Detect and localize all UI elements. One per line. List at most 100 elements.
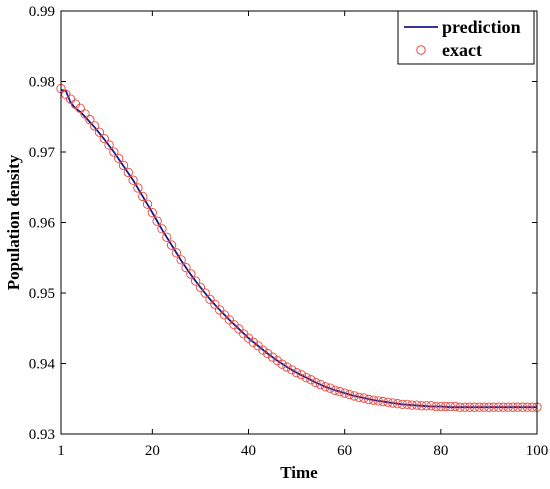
y-tick-label: 0.96 (29, 216, 56, 232)
x-axis-label: Time (280, 463, 318, 482)
exact-data-point (80, 109, 90, 119)
exact-data-point (431, 401, 441, 412)
exact-data-point (330, 385, 340, 395)
y-tick-label: 0.94 (29, 357, 56, 373)
exact-data-point (479, 402, 489, 412)
exact-data-point (436, 401, 446, 412)
exact-data-point (344, 389, 355, 400)
exact-data-point (287, 365, 297, 375)
exact-data-point (215, 305, 225, 315)
exact-data-point (450, 401, 460, 412)
exact-data-point (200, 288, 210, 298)
exact-data-point (527, 402, 537, 412)
x-tick-label: 1 (57, 443, 65, 459)
exact-data-point (320, 382, 331, 392)
legend-prediction-label: prediction (442, 17, 521, 37)
exact-data-point (335, 387, 345, 397)
legend-exact-label: exact (442, 40, 482, 60)
exact-data-point (99, 133, 109, 144)
exact-data-point (291, 368, 302, 378)
exact-data-point (138, 191, 148, 202)
y-tick-label: 0.93 (29, 427, 55, 443)
exact-data-point (176, 255, 186, 265)
exact-data-point (426, 401, 436, 411)
exact-data-point (359, 393, 369, 403)
exact-data-point (234, 324, 244, 334)
exact-data-point (272, 356, 283, 366)
exact-data-point (263, 348, 273, 359)
exact-data-point (503, 402, 513, 412)
exact-data-point (142, 199, 153, 209)
exact-data-point (407, 400, 417, 410)
y-tick-label: 0.97 (29, 145, 56, 161)
exact-data-point (383, 397, 393, 407)
exact-data-point (61, 89, 71, 99)
exact-data-point (248, 337, 258, 347)
exact-data-point (147, 207, 158, 218)
exact-data-point (469, 402, 480, 412)
exact-data-point (186, 269, 196, 279)
exact-data-point (364, 394, 374, 405)
x-tick-label: 60 (337, 443, 352, 459)
exact-data-point (85, 114, 95, 125)
exact-data-point (421, 401, 432, 411)
exact-data-point (166, 240, 177, 250)
exact-data-point (378, 396, 388, 407)
x-tick-label: 40 (241, 443, 256, 459)
exact-data-point (90, 121, 100, 131)
y-tick-label: 0.95 (29, 286, 55, 302)
exact-data-point (277, 359, 287, 369)
exact-data-point (315, 379, 326, 390)
exact-data-point (368, 395, 379, 405)
plot-frame (60, 10, 538, 435)
x-tick-label: 100 (526, 443, 549, 459)
exact-data-point (157, 224, 167, 234)
exact-data-point (114, 153, 124, 164)
exact-data-point (465, 402, 475, 412)
exact-data-point (440, 401, 451, 412)
exact-data-point (489, 402, 499, 412)
exact-data-point (445, 401, 456, 412)
exact-data-point (258, 345, 268, 355)
exact-data-point (65, 94, 76, 104)
exact-data-point (205, 294, 215, 304)
exact-data-point (162, 232, 172, 242)
exact-data-point (373, 396, 383, 406)
exact-data-point (340, 388, 350, 398)
exact-data-point (306, 375, 316, 385)
exact-data-point (210, 299, 220, 309)
prediction-line (60, 89, 537, 409)
y-tick-label: 0.99 (29, 4, 55, 20)
exact-data-point (282, 362, 292, 372)
exact-data-point (190, 276, 201, 286)
exact-data-point (301, 372, 311, 383)
y-tick-label: 0.98 (29, 75, 55, 91)
exact-data-point (508, 402, 518, 412)
exact-data-point (224, 315, 234, 325)
exact-data-point (513, 402, 523, 412)
x-tick-label: 20 (145, 443, 160, 459)
exact-data-point (133, 183, 143, 193)
exact-data-point (354, 392, 364, 402)
exact-data-point (402, 399, 412, 410)
exact-data-point (195, 282, 206, 293)
exact-data-point (181, 262, 191, 273)
exact-data-point (412, 400, 422, 410)
exact-data-point (311, 377, 321, 388)
exact-data-point (152, 216, 162, 226)
exact-data-point (118, 160, 129, 171)
exact-data-point (455, 402, 465, 412)
exact-data-point (94, 127, 105, 137)
exact-data-point (460, 402, 470, 412)
exact-data-point (392, 399, 403, 409)
exact-data-point (484, 402, 494, 412)
exact-data-point (498, 402, 508, 412)
exact-data-point (75, 103, 85, 113)
exact-data-point (493, 402, 504, 412)
exact-data-point (388, 398, 398, 408)
exact-data-point (128, 175, 138, 185)
x-tick-label: 80 (433, 443, 448, 459)
exact-data-point (416, 401, 427, 411)
x-axis-ticks: 1 20 40 60 80 100 (57, 11, 548, 459)
